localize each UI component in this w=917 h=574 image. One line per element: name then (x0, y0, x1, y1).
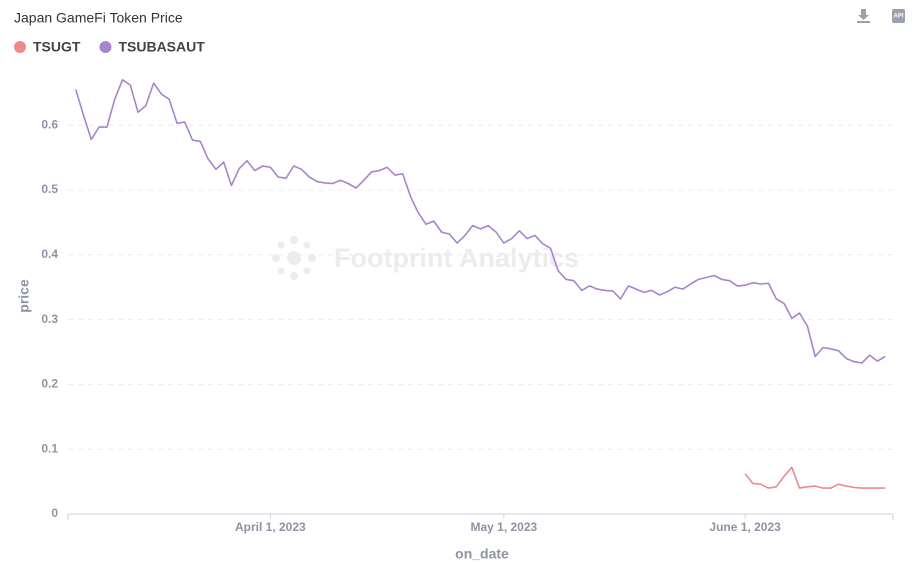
download-icon[interactable] (857, 9, 870, 23)
series-line (75, 79, 886, 364)
x-tick-label: April 1, 2023 (235, 520, 306, 534)
y-tick-label: 0 (51, 506, 58, 520)
y-tick-label: 0.4 (41, 247, 58, 261)
y-tick-label: 0.6 (41, 117, 58, 131)
legend-marker (14, 41, 26, 53)
legend-marker (99, 41, 112, 53)
api-icon[interactable]: API (892, 9, 905, 23)
y-tick-label: 0.1 (41, 441, 58, 455)
x-tick-label: May 1, 2023 (470, 520, 537, 534)
watermark-logo (272, 236, 316, 280)
legend-label: TSUBASAUT (118, 39, 205, 55)
y-tick-label: 0.2 (41, 377, 58, 391)
series-line (744, 466, 886, 489)
y-axis-label: price (16, 279, 32, 313)
legend-label: TSUGT (33, 39, 81, 55)
y-tick-label: 0.3 (41, 312, 58, 326)
x-axis-label: on_date (455, 546, 509, 562)
y-tick-label: 0.5 (41, 182, 58, 196)
watermark: Footprint Analytics (334, 243, 579, 273)
x-tick-label: June 1, 2023 (709, 520, 781, 534)
svg-text:API: API (893, 14, 903, 20)
chart-title: Japan GameFi Token Price (14, 10, 183, 26)
